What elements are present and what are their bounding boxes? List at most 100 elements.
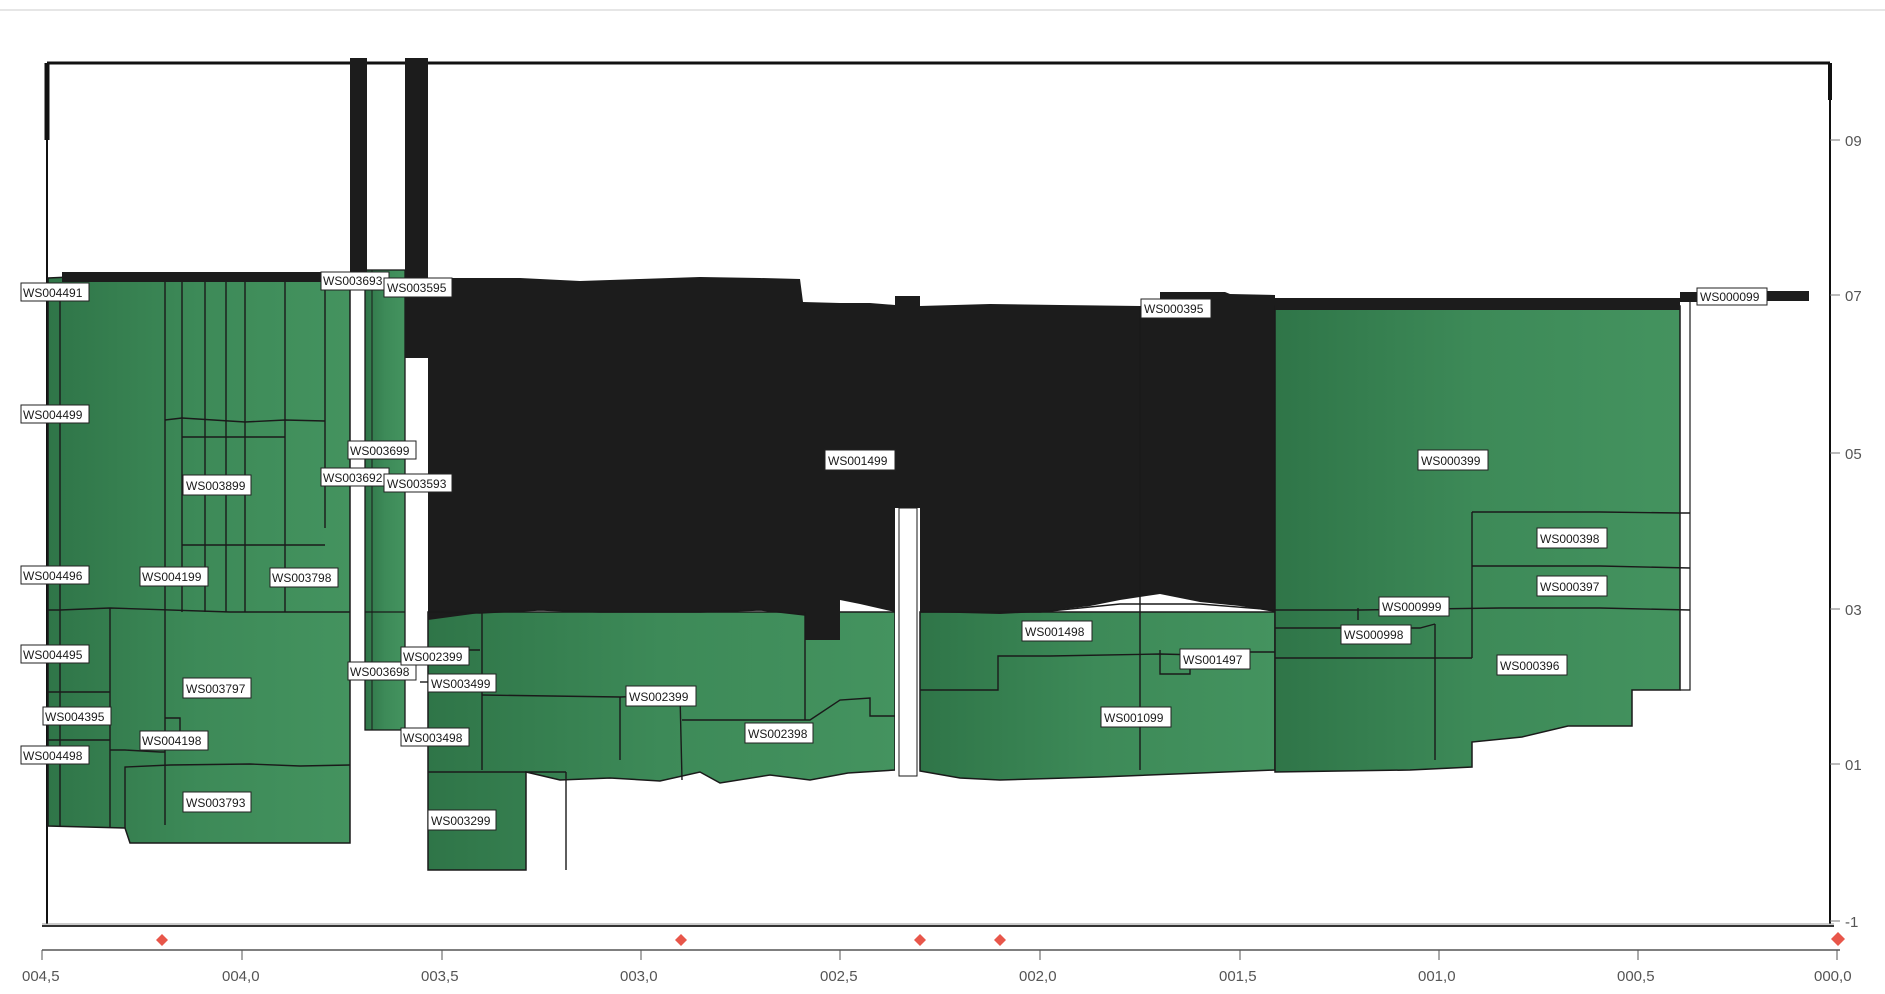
label-box: WS004395	[42, 706, 112, 726]
label-box: WS003899	[182, 474, 252, 496]
label-box: WS003798	[269, 567, 339, 588]
label-box: WS003593	[383, 473, 453, 493]
label-box: WS004499	[20, 404, 90, 424]
x-tick-label: 000,0	[1814, 968, 1852, 985]
label-box: WS000399	[1417, 449, 1489, 471]
label-text: WS001498	[1025, 625, 1085, 639]
label-box: WS001499	[824, 449, 896, 471]
label-text: WS003699	[350, 444, 410, 458]
label-text: WS000396	[1500, 659, 1560, 673]
left-block	[47, 272, 351, 844]
label-box: WS004199	[139, 566, 209, 587]
label-text: WS003595	[387, 281, 447, 295]
y-tick-label: 05	[1845, 446, 1862, 463]
station-marker	[914, 934, 926, 946]
label-box: WS003498	[400, 727, 470, 747]
y-tick-label: 07	[1845, 288, 1862, 305]
label-box: WS002398	[744, 722, 814, 744]
label-text: WS000998	[1344, 628, 1404, 642]
label-box: WS003499	[427, 673, 497, 693]
label-text: WS000398	[1540, 532, 1600, 546]
label-text: WS001499	[828, 454, 888, 468]
label-box: WS002399	[625, 685, 697, 707]
label-text: WS002398	[748, 727, 808, 741]
right-block	[1274, 291, 1809, 773]
x-tick-label: 001,5	[1219, 968, 1257, 985]
y-axis-labels: 09 07 05 03 01 -1	[1845, 133, 1862, 931]
y-tick-label: 01	[1845, 757, 1862, 774]
x-axis: 004,5 004,0 003,5 003,0 002,5 002,0 001,…	[22, 932, 1852, 985]
y-tick-label: 09	[1845, 133, 1862, 150]
label-text: WS004198	[142, 734, 202, 748]
label-text: WS002399	[403, 650, 463, 664]
y-tick-label: -1	[1845, 914, 1858, 931]
label-box: WS001498	[1021, 620, 1093, 642]
label-box: WS000398	[1536, 527, 1608, 549]
label-box: WS003797	[182, 677, 252, 699]
x-tick-label: 003,0	[620, 968, 658, 985]
label-text: WS003692	[323, 471, 383, 485]
label-text: WS004199	[142, 570, 202, 584]
label-text: WS004491	[23, 286, 83, 300]
middle-strip	[350, 58, 428, 731]
label-text: WS003693	[323, 274, 383, 288]
label-box: WS001497	[1179, 648, 1251, 670]
label-text: WS003498	[403, 731, 463, 745]
x-tick-label: 002,5	[820, 968, 858, 985]
marker-group	[156, 932, 1845, 946]
label-box: WS003793	[182, 791, 252, 813]
label-box: WS002399	[400, 646, 470, 666]
label-text: WS003593	[387, 477, 447, 491]
central-block	[420, 277, 899, 871]
label-box: WS004198	[139, 730, 209, 751]
label-text: WS004498	[23, 749, 83, 763]
label-box: WS000099	[1696, 287, 1768, 306]
label-text: WS004496	[23, 569, 83, 583]
label-text: WS000397	[1540, 580, 1600, 594]
section-labels: WS004491 WS004499 WS004496 WS004495 WS00…	[20, 271, 1768, 831]
label-text: WS000395	[1144, 302, 1204, 316]
label-text: WS001497	[1183, 653, 1243, 667]
label-box: WS003595	[383, 277, 453, 298]
label-box: WS004491	[20, 282, 90, 302]
station-marker	[675, 934, 687, 946]
x-tick-label: 004,5	[22, 968, 60, 985]
station-marker	[1831, 932, 1845, 946]
x-tick-label: 001,0	[1418, 968, 1456, 985]
x-tick-label: 004,0	[222, 968, 260, 985]
label-text: WS003499	[431, 677, 491, 691]
label-box: WS000999	[1378, 596, 1450, 617]
label-text: WS003797	[186, 682, 246, 696]
label-box: WS004495	[20, 644, 90, 664]
label-text: WS003698	[350, 665, 410, 679]
right-central-block	[919, 292, 1276, 781]
label-text: WS004395	[45, 710, 105, 724]
station-marker	[156, 934, 168, 946]
label-text: WS002399	[629, 690, 689, 704]
label-box: WS000396	[1496, 654, 1568, 676]
section-frame	[42, 61, 1834, 927]
label-text: WS004495	[23, 648, 83, 662]
label-text: WS003798	[272, 571, 332, 585]
label-box: WS004496	[20, 565, 90, 585]
label-text: WS003299	[431, 814, 491, 828]
label-text: WS001099	[1104, 711, 1164, 725]
label-text: WS003793	[186, 796, 246, 810]
y-tick-label: 03	[1845, 602, 1862, 619]
x-tick-label: 000,5	[1617, 968, 1655, 985]
label-text: WS000399	[1421, 454, 1481, 468]
label-text: WS000999	[1382, 600, 1442, 614]
station-marker	[994, 934, 1006, 946]
label-box: WS003692	[320, 467, 390, 487]
gap-column	[895, 296, 920, 777]
x-tick-label: 002,0	[1019, 968, 1057, 985]
label-text: WS003899	[186, 479, 246, 493]
y-axis-ticks	[1830, 139, 1840, 922]
label-box: WS000395	[1140, 298, 1212, 319]
label-text: WS004499	[23, 408, 83, 422]
label-box: WS001099	[1100, 706, 1172, 728]
label-box: WS000998	[1340, 624, 1412, 645]
label-text: WS000099	[1700, 290, 1760, 304]
label-box: WS000397	[1536, 575, 1608, 597]
